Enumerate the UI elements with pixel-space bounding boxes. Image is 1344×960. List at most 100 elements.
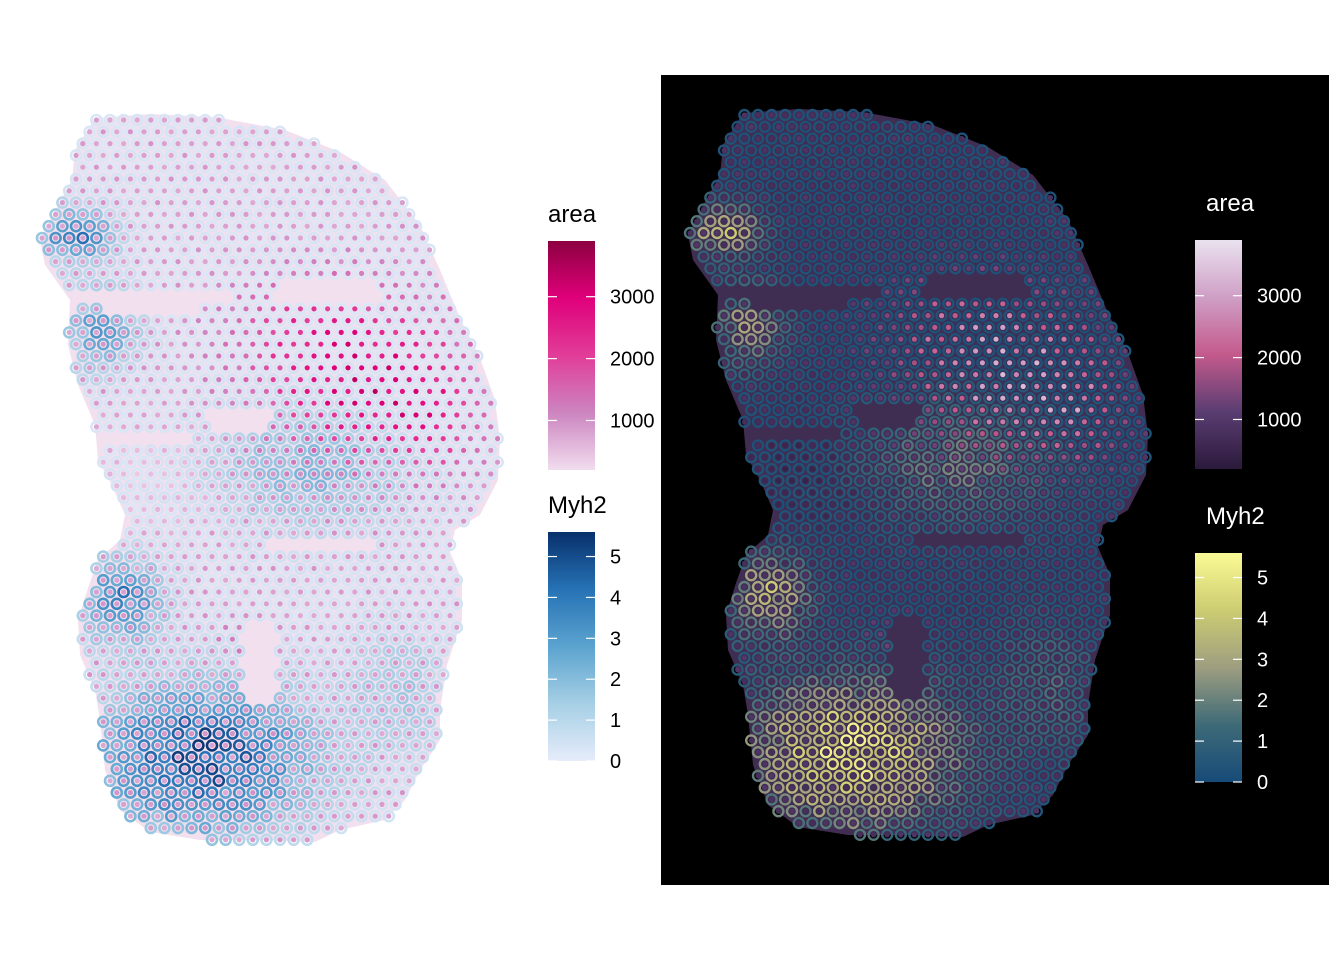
right-spot-fill	[837, 537, 843, 543]
left-spot	[212, 160, 226, 174]
left-spot-fill	[100, 318, 106, 324]
left-spot-fill	[420, 660, 426, 666]
right-spot	[1037, 557, 1050, 570]
left-spot	[137, 809, 151, 823]
right-spot	[826, 521, 839, 535]
right-spot-fill	[803, 501, 809, 507]
left-spot	[328, 385, 341, 398]
right-spot	[996, 557, 1009, 570]
left-spot	[260, 739, 273, 752]
left-spot-fill	[270, 259, 276, 265]
left-spot	[402, 349, 416, 363]
right-spot	[745, 356, 758, 369]
left-spot-fill	[393, 731, 399, 737]
left-spot-fill	[209, 341, 215, 347]
left-spot-fill	[114, 790, 120, 796]
right-spot-fill	[850, 183, 856, 189]
right-spot-fill	[986, 419, 992, 425]
right-spot	[935, 451, 948, 464]
left-spot	[260, 573, 273, 587]
left-spot	[382, 573, 396, 587]
right-spot-fill	[945, 136, 952, 142]
right-spot	[881, 545, 894, 558]
right-spot-fill	[1027, 348, 1033, 354]
left-spot-fill	[277, 318, 283, 324]
left-spot-fill	[406, 542, 412, 548]
right-spot-fill	[1007, 454, 1013, 460]
right-spot	[1057, 262, 1071, 275]
right-spot	[1071, 521, 1084, 535]
left-spot-fill	[304, 742, 310, 749]
right-spot-fill	[762, 478, 768, 484]
left-spot-fill	[291, 247, 297, 253]
left-spot-fill	[433, 636, 439, 642]
left-spot	[341, 503, 355, 516]
left-spot	[464, 455, 477, 469]
left-spot	[232, 267, 246, 280]
right-spot	[1064, 344, 1078, 358]
left-spot-fill	[365, 377, 371, 383]
right-spot-fill	[775, 525, 782, 531]
right-spot-fill	[1047, 501, 1053, 507]
left-spot	[396, 290, 409, 304]
left-spot-fill	[114, 176, 120, 182]
right-spot	[942, 486, 955, 499]
right-spot	[874, 533, 887, 546]
left-spot-fill	[141, 247, 147, 253]
left-spot-fill	[359, 672, 365, 678]
right-spot	[738, 132, 751, 145]
left-spot	[124, 573, 137, 587]
right-spot-fill	[789, 336, 795, 342]
right-spot	[1030, 356, 1044, 369]
right-spot-fill	[816, 265, 822, 271]
left-spot-fill	[372, 577, 378, 583]
left-spot-fill	[175, 613, 181, 619]
left-spot-fill	[284, 613, 290, 619]
left-spot-fill	[223, 483, 229, 489]
left-spot	[185, 396, 198, 410]
left-spot	[477, 385, 491, 398]
left-spot-fill	[338, 188, 344, 194]
right-spot-fill	[748, 124, 754, 130]
left-spot-fill	[433, 613, 439, 619]
right-spot-fill	[925, 407, 931, 413]
left-spot-fill	[121, 683, 127, 690]
left-spot	[212, 750, 226, 764]
left-spot-fill	[250, 506, 256, 512]
left-spot-fill	[420, 613, 426, 619]
right-spot-fill	[1061, 218, 1067, 224]
right-spot-fill	[837, 395, 843, 401]
left-spot-fill	[379, 211, 385, 217]
right-spot	[1017, 474, 1030, 487]
left-spot-fill	[277, 152, 283, 158]
right-spot-fill	[1000, 159, 1006, 165]
left-spot	[178, 715, 192, 729]
right-spot-fill	[837, 206, 843, 212]
right-spot	[738, 321, 751, 334]
right-spot-fill	[911, 478, 918, 484]
left-spot	[124, 644, 137, 658]
left-spot-fill	[141, 341, 147, 347]
left-spot-fill	[223, 506, 229, 512]
left-spot	[103, 326, 117, 339]
left-spot	[178, 361, 192, 375]
left-spot	[416, 326, 430, 339]
right-spot-fill	[769, 159, 775, 165]
left-spot	[198, 727, 212, 740]
left-spot-fill	[155, 672, 161, 678]
left-spot	[287, 432, 300, 445]
left-spot	[198, 373, 212, 386]
right-spot-fill	[789, 549, 795, 555]
left-spot	[232, 526, 246, 540]
left-spot-fill	[121, 754, 127, 760]
right-spot-fill	[925, 478, 931, 484]
right-spot-fill	[918, 419, 924, 425]
right-spot	[887, 250, 901, 263]
left-spot-fill	[229, 754, 235, 760]
left-spot	[423, 455, 436, 469]
left-spot	[484, 396, 498, 410]
right-spot-fill	[898, 431, 904, 437]
left-spot-fill	[189, 141, 195, 147]
left-spot	[83, 621, 96, 634]
right-spot	[1044, 451, 1057, 464]
